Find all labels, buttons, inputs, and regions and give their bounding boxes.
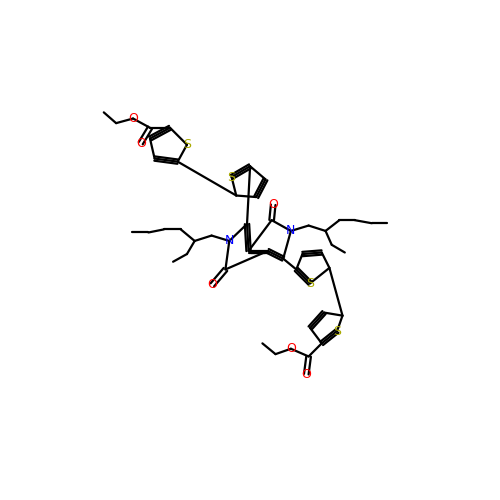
Text: O: O (136, 136, 145, 149)
Text: O: O (208, 278, 218, 291)
Text: S: S (183, 138, 191, 151)
Text: O: O (286, 342, 296, 355)
Text: O: O (268, 198, 278, 211)
Text: S: S (228, 170, 235, 183)
Text: S: S (333, 324, 341, 338)
Text: N: N (286, 224, 296, 237)
Text: N: N (224, 234, 234, 248)
Text: S: S (306, 277, 314, 290)
Text: O: O (128, 112, 138, 125)
Text: O: O (302, 368, 311, 380)
